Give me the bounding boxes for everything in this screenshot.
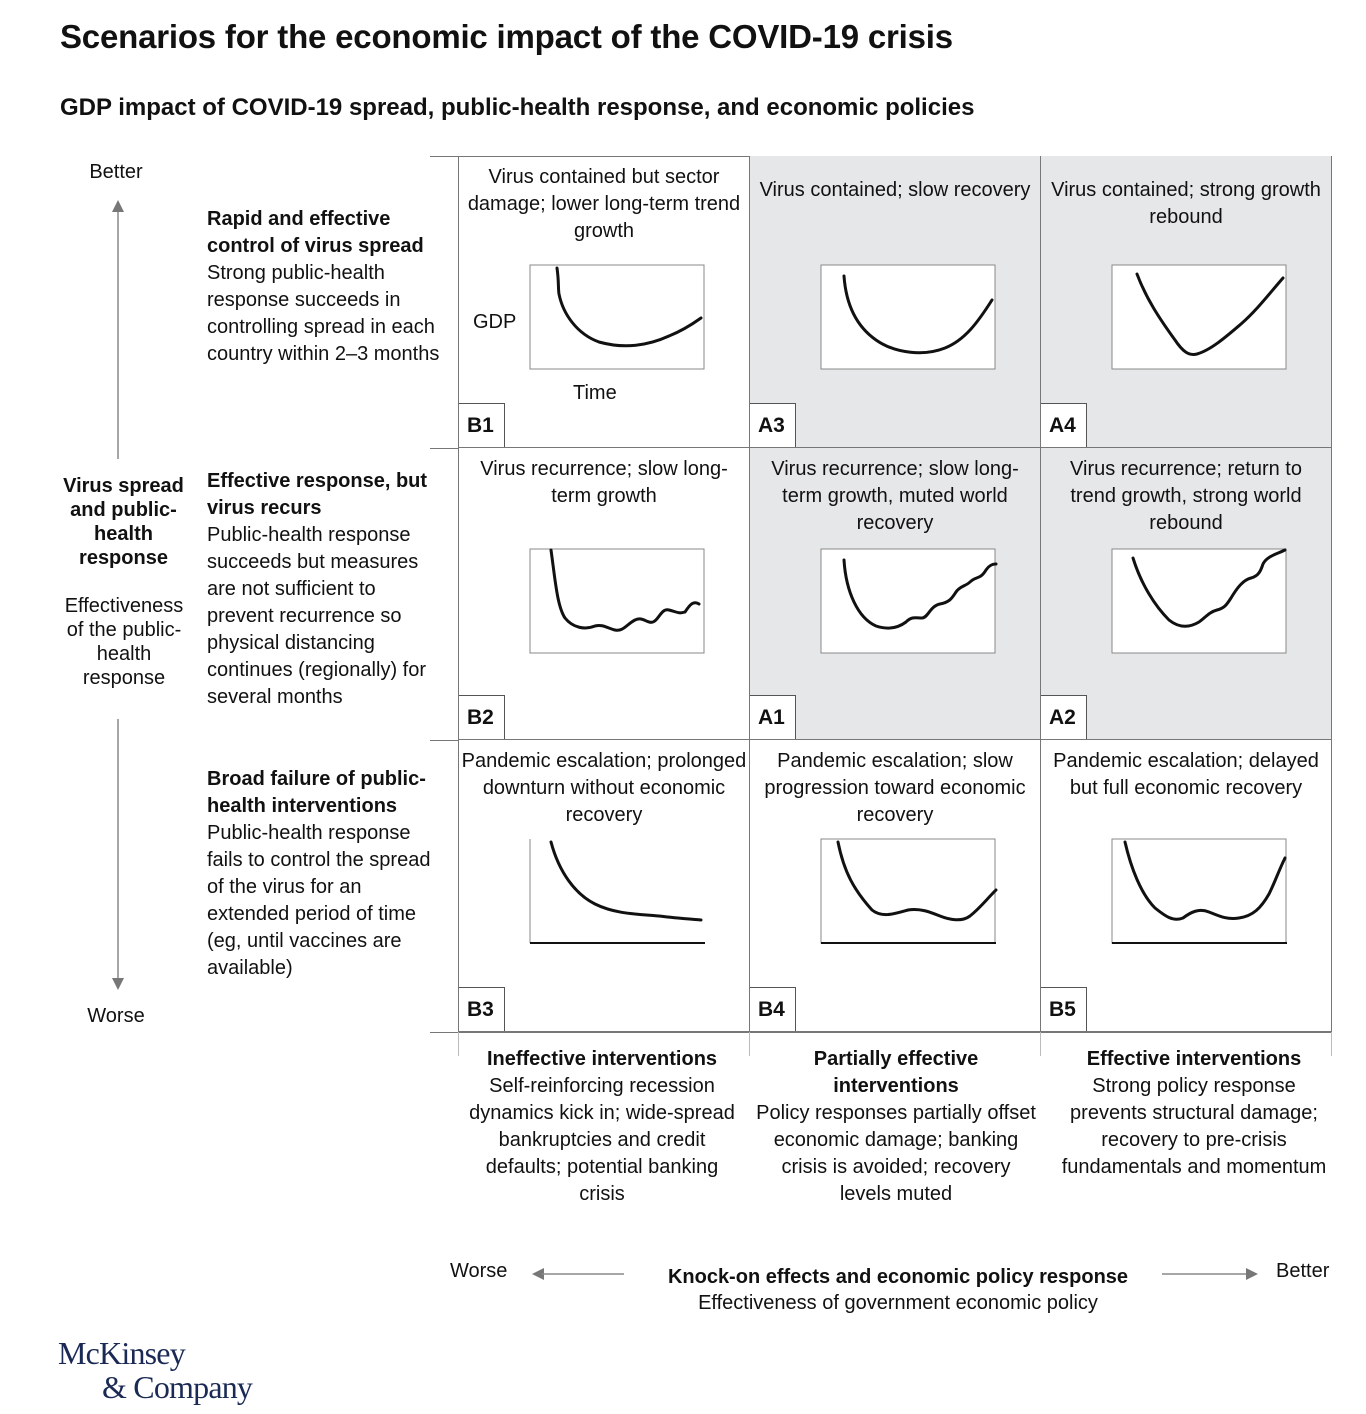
row-3-title: Broad failure of public-health intervent… [207, 768, 426, 817]
column-1-description: Self-reinforcing recession dynamics kick… [469, 1075, 735, 1205]
gdp-curve [1131, 548, 1287, 628]
x-axis-left-label: Worse [450, 1260, 508, 1282]
page-title: Scenarios for the economic impact of the… [60, 18, 953, 55]
scenario-description: Virus contained; slow recovery [759, 179, 1031, 201]
y-axis-top-label: Better [89, 161, 143, 183]
gdp-curve [836, 840, 998, 922]
column-heading-2: Partially effective interventions Policy… [756, 1046, 1036, 1208]
gdp-curve [1135, 272, 1285, 356]
scenario-cell-b2: Virus recurrence; slow long-term growth … [459, 448, 750, 740]
scenario-cell-a2: Virus recurrence; return to trend growth… [1041, 448, 1332, 740]
y-axis-description: Effectiveness of the public-health respo… [64, 595, 184, 689]
scenario-code: B2 [459, 695, 505, 739]
gdp-curve [549, 548, 701, 632]
x-axis-right-arrow [1162, 1268, 1258, 1280]
scenario-cell-b3: Pandemic escalation; prolonged downturn … [459, 740, 750, 1032]
row-1-title: Rapid and effective control of virus spr… [207, 208, 424, 257]
gdp-curve-chart [1111, 838, 1287, 944]
gdp-curve-chart [820, 548, 998, 654]
row-heading-3: Broad failure of public-health intervent… [207, 766, 447, 982]
scenario-code: B5 [1041, 987, 1087, 1031]
gdp-curve [842, 558, 998, 630]
scenario-cell-a1: Virus recurrence; slow long-term growth,… [750, 448, 1041, 740]
scenario-code: A2 [1041, 695, 1087, 739]
chart-y-axis-label: GDP [473, 311, 517, 333]
row-1-description: Strong public-health response succeeds i… [207, 262, 440, 365]
scenario-code: A1 [750, 695, 796, 739]
column-heading-1: Ineffective interventions Self-reinforci… [462, 1046, 742, 1208]
row-3-description: Public-health response fails to control … [207, 822, 431, 979]
x-axis-right-label: Better [1276, 1260, 1330, 1282]
row-heading-1: Rapid and effective control of virus spr… [207, 206, 447, 368]
gdp-curve [842, 274, 994, 355]
column-2-description: Policy responses partially offset econom… [756, 1102, 1036, 1205]
scenario-cell-b4: Pandemic escalation; slow progression to… [750, 740, 1041, 1032]
x-axis-description: Effectiveness of government economic pol… [698, 1292, 1098, 1314]
row-heading-2: Effective response, but virus recurs Pub… [207, 468, 447, 711]
gdp-curve-chart [529, 548, 705, 654]
scenario-description: Virus recurrence; return to trend growth… [1070, 458, 1302, 534]
mckinsey-logo: McKinsey & Company [58, 1335, 253, 1405]
scenario-code: A4 [1041, 403, 1087, 447]
logo-line-1: McKinsey [58, 1335, 186, 1371]
row-2-description: Public-health response succeeds but meas… [207, 524, 426, 708]
column-heading-3: Effective interventions Strong policy re… [1054, 1046, 1334, 1181]
gdp-curve-chart [1111, 264, 1287, 370]
scenario-cell-a4: Virus contained; strong growth rebound A… [1041, 156, 1332, 448]
scenario-description: Pandemic escalation; delayed but full ec… [1053, 750, 1319, 799]
column-1-title: Ineffective interventions [486, 1048, 718, 1070]
gdp-curve-chart [1111, 548, 1287, 654]
scenario-cell-a3: Virus contained; slow recovery A3 [750, 156, 1041, 448]
scenario-code: B4 [750, 987, 796, 1031]
scenario-description: Virus contained; strong growth rebound [1051, 179, 1321, 228]
scenario-description: Virus contained but sector damage; lower… [467, 166, 741, 242]
scenario-code: A3 [750, 403, 796, 447]
scenario-description: Virus recurrence; slow long-term growth,… [771, 458, 1019, 534]
gdp-curve-chart [529, 839, 705, 944]
chart-x-axis-label: Time [573, 382, 617, 404]
gdp-curve-chart [529, 264, 705, 370]
gdp-curve-chart [820, 838, 998, 944]
scenario-cell-b1: Virus contained but sector damage; lower… [459, 156, 750, 448]
row-2-title: Effective response, but virus recurs [207, 470, 428, 519]
scenario-description: Pandemic escalation; prolonged downturn … [461, 750, 747, 826]
y-axis-bottom-label: Worse [87, 1005, 145, 1027]
scenario-description: Pandemic escalation; slow progression to… [764, 750, 1026, 826]
x-axis-title: Knock-on effects and economic policy res… [667, 1266, 1129, 1288]
gdp-curve [1123, 840, 1287, 921]
scenario-cell-b5: Pandemic escalation; delayed but full ec… [1041, 740, 1332, 1032]
column-3-description: Strong policy response prevents structur… [1061, 1075, 1327, 1178]
gdp-curve [555, 266, 703, 348]
logo-line-2: & Company [102, 1369, 253, 1405]
gdp-curve [549, 840, 703, 922]
page-subtitle: GDP impact of COVID-19 spread, public-he… [60, 94, 975, 121]
scenario-description: Virus recurrence; slow long-term growth [480, 458, 728, 507]
scenario-code: B3 [459, 987, 505, 1031]
y-axis-arrow [112, 200, 124, 990]
scenario-grid: Virus contained but sector damage; lower… [458, 156, 1333, 1032]
gdp-curve-chart [820, 264, 996, 370]
y-axis-title: Virus spread and public-health response [63, 475, 184, 569]
column-3-title: Effective interventions [1086, 1048, 1302, 1070]
scenario-code: B1 [459, 403, 505, 447]
x-axis-left-arrow [532, 1268, 624, 1280]
column-2-title: Partially effective interventions [813, 1048, 979, 1097]
